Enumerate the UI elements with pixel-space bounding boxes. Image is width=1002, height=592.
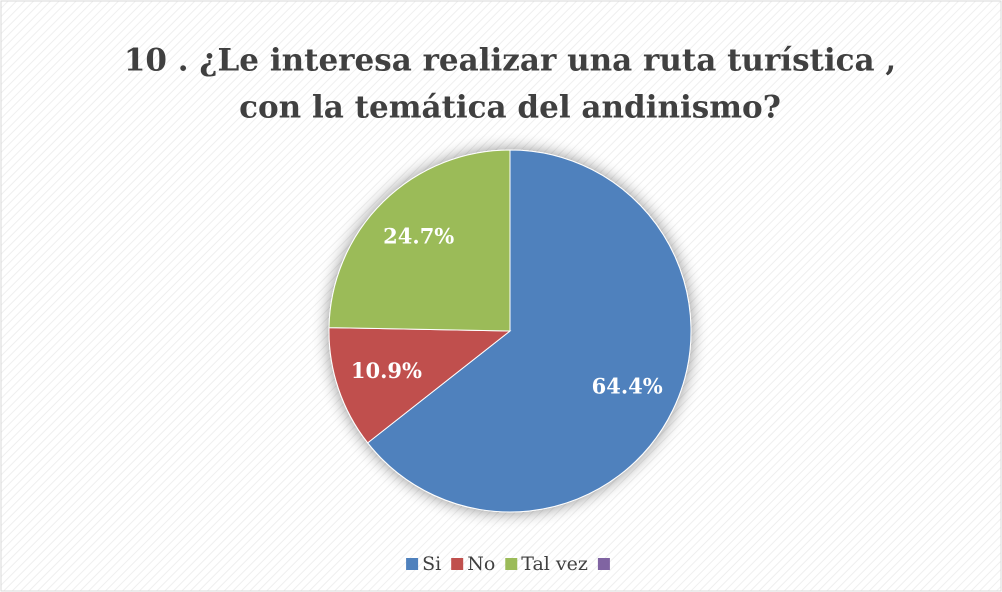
legend-swatch <box>505 558 518 570</box>
legend-swatch <box>451 558 464 570</box>
chart-title: 10 . ¿Le interesa realizar una ruta turí… <box>124 43 896 79</box>
legend-swatch <box>597 558 610 570</box>
chart-title: con la temática del andinismo? <box>239 90 781 126</box>
legend-label: Tal vez <box>521 553 588 575</box>
data-label: 64.4% <box>592 373 663 398</box>
pie-slice <box>328 149 511 332</box>
pie-slice <box>366 149 692 513</box>
legend-label: No <box>467 553 495 575</box>
pie <box>328 149 692 513</box>
data-label: 10.9% <box>351 358 422 383</box>
legend: Si No Tal vez <box>406 553 610 575</box>
pie-slice <box>328 327 512 444</box>
data-labels: 64.4% 10.9% 24.7% <box>351 223 663 398</box>
data-label: 24.7% <box>383 223 454 248</box>
legend-swatch <box>406 558 419 570</box>
legend-label: Si <box>422 553 441 575</box>
